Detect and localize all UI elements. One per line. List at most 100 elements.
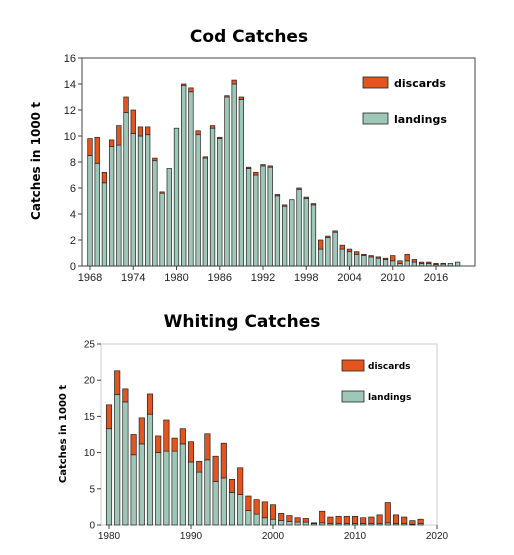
whiting-discards-bar-2006 (319, 510, 326, 524)
cod-discards-bar-1987 (224, 95, 230, 98)
cod-x-tick-label-1968: 1968 (78, 272, 102, 284)
cod-chart-title: Cod Catches (190, 27, 308, 47)
whiting-discards-bar-2004 (302, 518, 309, 523)
cod-discards-bar-2008 (375, 256, 381, 259)
cod-landings-bar-1976 (145, 134, 151, 267)
cod-bars (87, 79, 461, 267)
cod-y-tick-label-8: 8 (70, 157, 76, 169)
cod-y-tick-label-10: 10 (64, 131, 76, 143)
whiting-discards-bar-1996 (237, 467, 244, 495)
cod-discards-bar-1969 (94, 136, 100, 164)
cod-landings-bar-1972 (116, 144, 122, 267)
cod-discards-bar-2011 (397, 260, 403, 264)
cod-discards-bar-2007 (368, 255, 374, 258)
cod-landings-bar-1978 (159, 192, 165, 267)
cod-discards-bar-2012 (404, 253, 410, 262)
whiting-landings-bar-1983 (130, 454, 137, 526)
cod-landings-bar-2008 (375, 257, 381, 267)
whiting-landings-bar-1995 (228, 492, 236, 526)
whiting-discards-bar-2014 (384, 502, 391, 524)
cod-landings-bar-1982 (188, 91, 194, 267)
cod-landings-bar-1998 (303, 198, 309, 267)
cod-x-tick-label-1980: 1980 (164, 272, 188, 284)
whiting-landings-bar-1981 (114, 394, 121, 526)
whiting-discards-bar-2003 (294, 517, 301, 523)
whiting-landings-bar-1982 (122, 401, 129, 526)
whiting-discards-bar-1992 (204, 433, 211, 461)
whiting-discards-bar-2013 (376, 514, 383, 524)
cod-discards-bar-2000 (318, 239, 324, 250)
cod-discards-bar-1970 (101, 172, 108, 184)
whiting-legend-discards-swatch (341, 359, 365, 372)
whiting-discards-bar-2017 (409, 520, 416, 525)
cod-discards-bar-2001 (325, 235, 331, 238)
whiting-plot-frame (100, 343, 438, 526)
cod-landings-bar-1969 (94, 162, 100, 267)
whiting-discards-bar-1993 (212, 455, 219, 482)
cod-discards-bar-1985 (209, 125, 216, 129)
whiting-discards-bar-2009 (343, 515, 350, 524)
whiting-landings-bar-2001 (278, 520, 285, 526)
whiting-x-tick-label-1990: 1990 (180, 531, 203, 542)
cod-x-tick-label-1998: 1998 (294, 272, 318, 284)
whiting-x-ticks: 1980 1990 2000 2010 2020 (98, 525, 449, 542)
whiting-x-tick-label-2020: 2020 (426, 531, 449, 542)
whiting-discards-bar-2007 (327, 516, 334, 524)
cod-landings-bar-2000 (318, 248, 324, 267)
cod-discards-bar-2010 (390, 255, 396, 262)
cod-discards-bar-1973 (123, 96, 129, 113)
cod-landings-bar-2012 (404, 260, 410, 267)
cod-x-tick-label-2010: 2010 (381, 272, 405, 284)
cod-discards-bar-1981 (181, 83, 187, 86)
cod-landings-bar-2011 (397, 263, 403, 267)
whiting-landings-bar-1999 (261, 517, 268, 526)
whiting-discards-bar-1985 (146, 393, 154, 415)
cod-discards-bar-1990 (245, 166, 252, 169)
cod-discards-bar-1972 (116, 125, 122, 146)
whiting-legend-discards-label: discards (368, 362, 411, 372)
whiting-discards-bar-2018 (417, 518, 424, 524)
whiting-y-tick-label-20: 20 (84, 376, 96, 387)
whiting-discards-bar-1991 (196, 460, 203, 473)
cod-landings-bar-2002 (332, 231, 338, 267)
whiting-chart: Whiting Catches Catches in 1000 t 0 5 10 15… (58, 312, 449, 542)
cod-discards-bar-1999 (310, 203, 317, 206)
cod-landings-bar-1981 (181, 84, 187, 267)
cod-landings-bar-2006 (361, 255, 367, 267)
cod-discards-bar-1968 (87, 138, 93, 156)
whiting-landings-bar-1994 (220, 477, 227, 526)
whiting-landings-bar-1998 (253, 513, 260, 526)
whiting-x-tick-label-1980: 1980 (98, 531, 121, 542)
cod-legend-landings-label: landings (394, 113, 447, 126)
cod-discards-bar-1997 (296, 187, 302, 190)
whiting-landings-bar-1980 (105, 428, 113, 526)
whiting-y-axis-label: Catches in 1000 t (58, 385, 69, 483)
whiting-discards-bar-1983 (130, 434, 137, 456)
cod-discards-bar-2004 (346, 248, 353, 253)
whiting-discards-bar-1999 (261, 501, 268, 519)
whiting-legend: discards landings (341, 359, 411, 403)
cod-discards-bar-1971 (108, 139, 115, 147)
whiting-x-tick-label-2000: 2000 (262, 531, 285, 542)
cod-landings-bar-1980 (173, 127, 180, 267)
cod-landings-bar-2009 (382, 259, 389, 267)
whiting-discards-bar-2005 (310, 522, 318, 524)
cod-landings-bar-1992 (260, 165, 266, 267)
whiting-landings-bar-2000 (269, 518, 277, 526)
cod-discards-bar-1993 (267, 165, 273, 168)
cod-landings-bar-1993 (267, 166, 273, 267)
cod-discards-bar-1983 (195, 130, 201, 136)
whiting-y-tick-label-10: 10 (84, 448, 96, 459)
cod-discards-bar-2015 (426, 261, 432, 264)
cod-discards-bar-1977 (152, 157, 158, 162)
cod-landings-bar-1986 (217, 138, 223, 267)
cod-legend-landings-swatch (362, 112, 389, 125)
whiting-discards-bar-2011 (360, 517, 367, 524)
whiting-discards-bar-1984 (138, 417, 145, 445)
whiting-legend-landings-swatch (341, 390, 365, 403)
cod-landings-bar-1970 (101, 182, 108, 267)
cod-landings-bar-1989 (238, 99, 245, 267)
whiting-y-tick-label-25: 25 (84, 340, 96, 351)
cod-landings-bar-2004 (346, 251, 353, 267)
